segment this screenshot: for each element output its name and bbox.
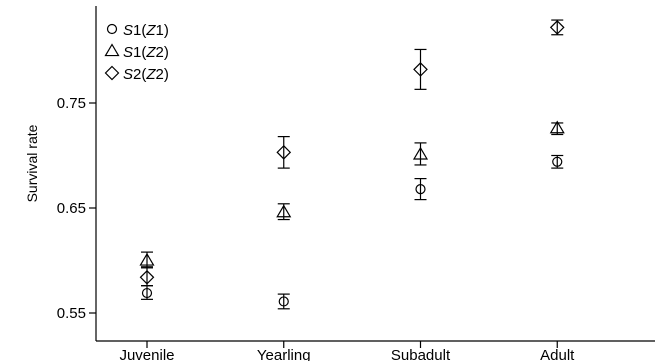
- legend-label: S1(Z1): [123, 22, 169, 39]
- legend-diamond-icon: [104, 65, 120, 81]
- legend-label-part: Z: [145, 66, 156, 83]
- legend-triangle-icon: [104, 43, 120, 57]
- series-2: [139, 120, 565, 269]
- legend-label-part: 2): [156, 66, 169, 83]
- data-point-diamond: [139, 269, 155, 285]
- series-1: [141, 154, 564, 310]
- plot-area: [139, 19, 565, 310]
- legend-label-part: Z: [145, 44, 156, 61]
- legend-item-2: S1(Z2): [104, 43, 169, 61]
- x-tick-label: Juvenile: [119, 347, 174, 361]
- y-tick-label: 0.75: [57, 95, 86, 112]
- legend-label-part: 1(: [133, 44, 146, 61]
- data-point-circle: [278, 296, 289, 307]
- legend-item-3: S2(Z2): [104, 65, 169, 83]
- y-tick-label: 0.55: [57, 305, 86, 322]
- axes: 0.55 0.65 0.75 Juvenile Yearling Subadult Adul…: [24, 6, 655, 361]
- legend-label-part: 2(: [133, 66, 146, 83]
- legend-circle-icon: [106, 23, 118, 35]
- data-point-triangle: [412, 146, 429, 160]
- legend-label-part: 2): [156, 44, 169, 61]
- data-point-circle: [552, 156, 563, 167]
- x-tick-label: Yearling: [257, 347, 311, 361]
- y-axis-title: Survival rate: [24, 124, 40, 202]
- legend-label-part: S: [123, 66, 133, 83]
- data-point-diamond: [549, 20, 565, 35]
- data-point-circle: [141, 287, 153, 299]
- legend-label: S2(Z2): [123, 66, 169, 83]
- series-3: [139, 19, 565, 287]
- x-tick-label: Adult: [540, 347, 575, 361]
- legend-item-1: S1(Z1): [106, 22, 169, 39]
- data-point-triangle: [276, 204, 292, 218]
- legend-label: S1(Z2): [123, 44, 169, 61]
- legend-label-part: S: [123, 22, 133, 39]
- x-tick-label: Subadult: [391, 347, 451, 361]
- data-point-circle: [415, 184, 426, 195]
- data-point-diamond: [276, 145, 292, 160]
- data-point-diamond: [413, 62, 428, 77]
- legend-label-part: 1(: [133, 22, 146, 39]
- legend-label-part: S: [123, 44, 133, 61]
- y-tick-label: 0.65: [57, 200, 86, 217]
- legend-label-part: Z: [145, 22, 156, 39]
- data-point-triangle: [549, 120, 565, 134]
- legend-label-part: 1): [156, 22, 169, 39]
- legend: S1(Z1)S1(Z2)S2(Z2): [104, 22, 169, 83]
- data-point-triangle: [139, 252, 155, 266]
